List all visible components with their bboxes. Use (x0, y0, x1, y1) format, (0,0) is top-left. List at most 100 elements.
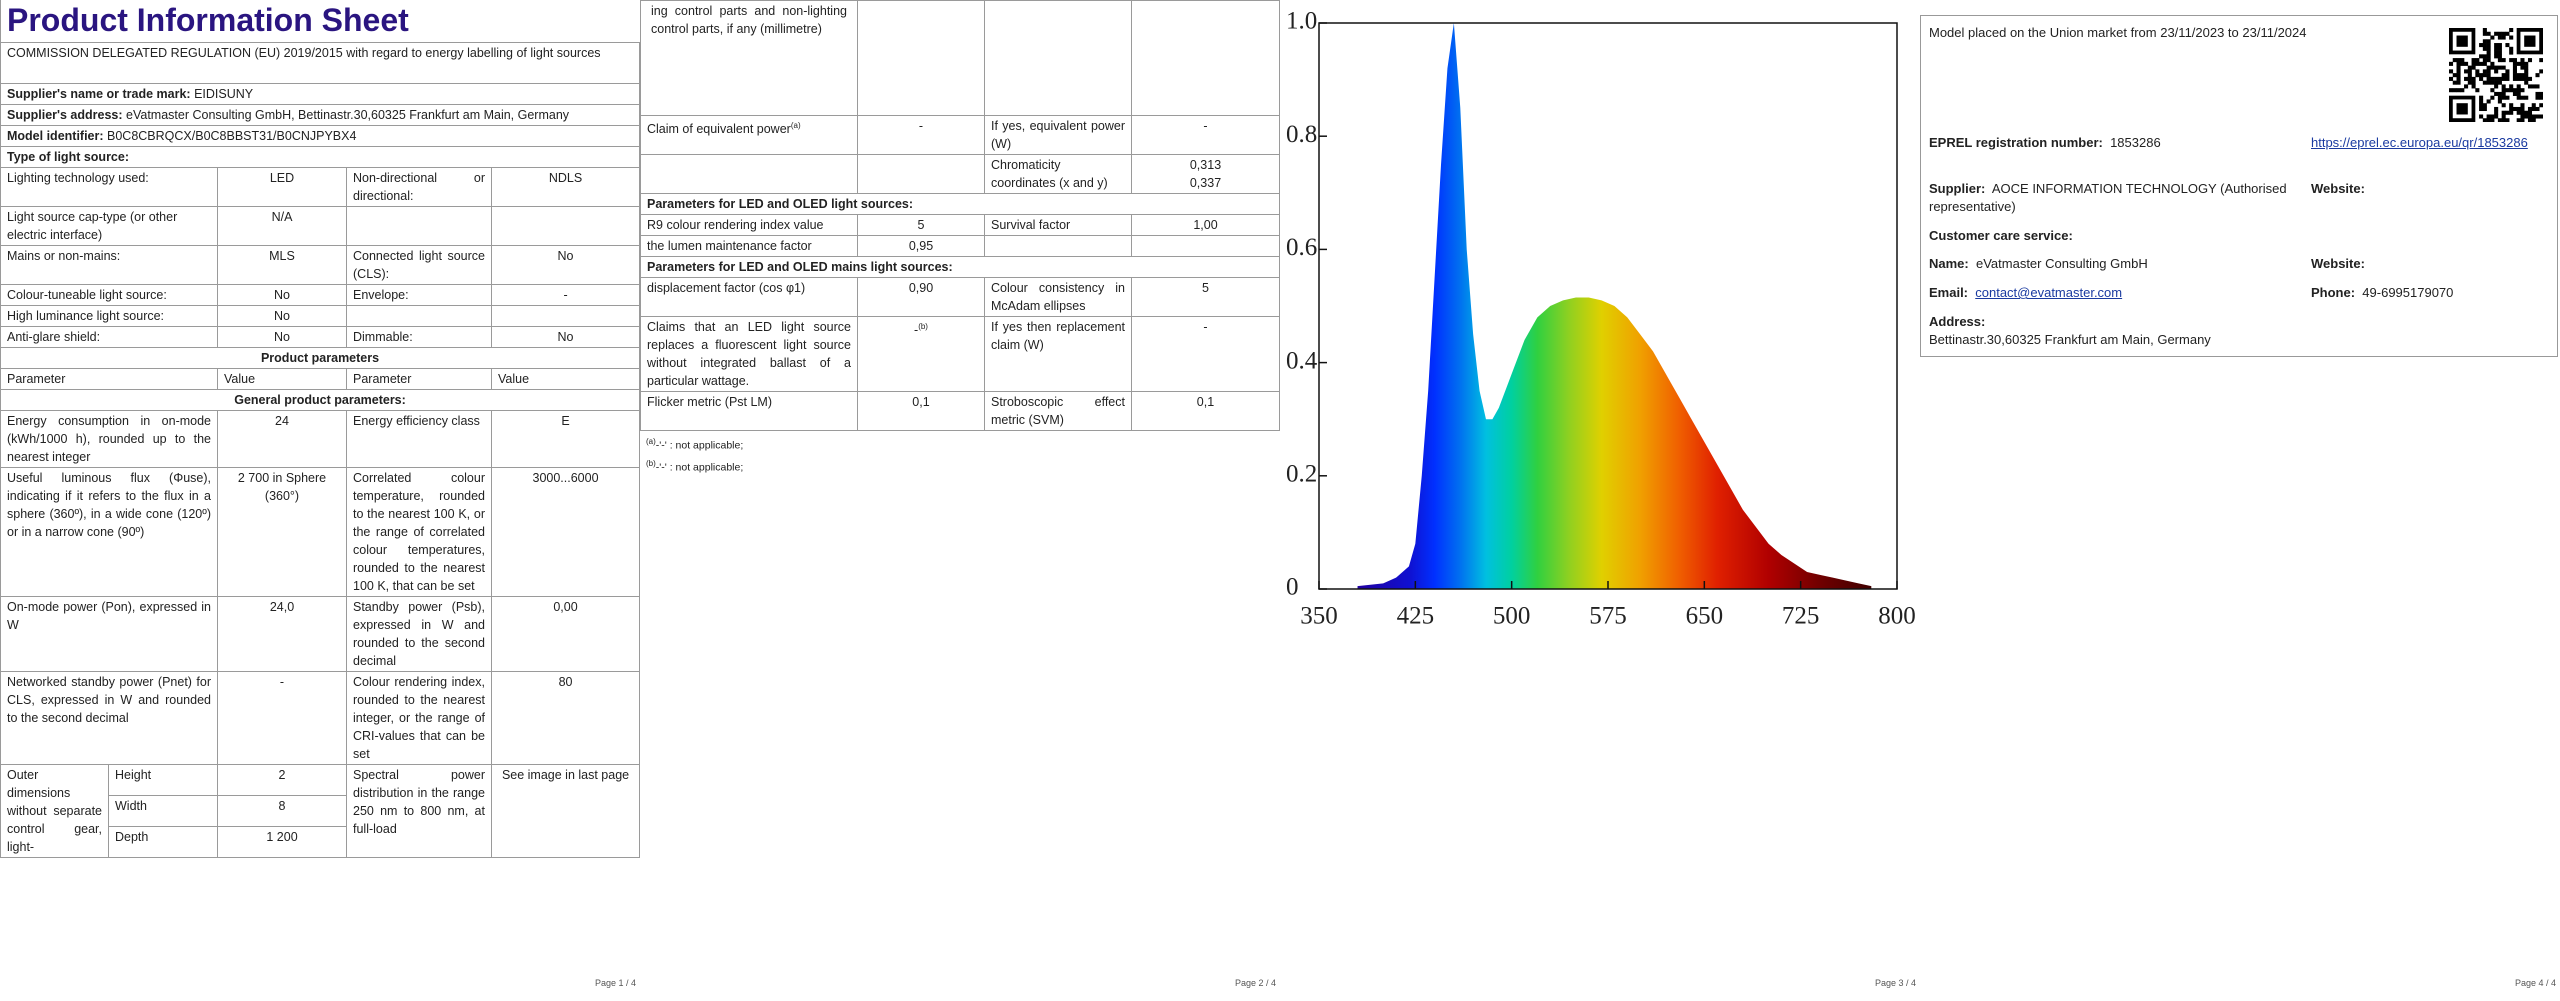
product-parameters: Product parameters (0, 347, 640, 369)
qr-module (2535, 106, 2540, 112)
flicker: Stroboscopic effect metric (SVM) (984, 391, 1132, 431)
rows: Height (108, 764, 218, 796)
qr-module (2490, 88, 2495, 93)
type-rows: N/A (217, 206, 347, 246)
qr-module (2460, 58, 2465, 63)
y: 0,337 (1189, 176, 1222, 190)
qr-module (2486, 73, 2491, 78)
value: - (914, 323, 919, 338)
qr-module (2490, 95, 2495, 100)
label: Supplier: (1929, 181, 1986, 196)
mains-rows: Colour consistency in McAdam ellipses (984, 277, 1132, 317)
qr-module (2520, 95, 2525, 100)
value: 1853286 (2110, 135, 2161, 150)
page-content: Product Information Sheet COMMISSION DEL… (0, 0, 640, 974)
div-element: (b)-'-' : not applicable; (646, 455, 1274, 477)
type-rows: No (490, 326, 640, 348)
qr-module (2531, 106, 2536, 112)
x-tick-label: 350 (1300, 603, 1338, 630)
qr-module (2501, 65, 2506, 70)
qr-module (2516, 118, 2521, 122)
qr-module (2520, 118, 2525, 122)
tr-element: Width 8 (1, 795, 640, 827)
qr-module (2486, 76, 2491, 81)
label: Address: (1929, 314, 1986, 329)
columns: Parameter (346, 368, 492, 390)
qr-module (2471, 84, 2476, 89)
qr-module (2497, 50, 2502, 55)
tr-element: Outer dimensions without separate contro… (0, 764, 640, 858)
qr-module (2501, 58, 2506, 63)
qr-module (2482, 106, 2487, 112)
value: Bettinastr.30,60325 Frankfurt am Main, G… (1929, 332, 2211, 347)
type-rows: Envelope: (346, 284, 492, 306)
email-link[interactable]: contact@evatmaster.com (1975, 285, 2123, 300)
tbody-element: ing control parts and non-lighting contr… (640, 0, 1280, 431)
qr-module (2479, 43, 2484, 48)
qr-finder (2524, 35, 2536, 47)
qr-module (2471, 76, 2476, 81)
qr-module (2501, 91, 2506, 96)
tr-element: Supplier's address: eVatmaster Consultin… (0, 104, 640, 126)
tr-element: Light source cap-type (or other electric… (0, 206, 640, 246)
div-element: Phone: 49-6995179070 (2311, 284, 2453, 302)
qr-module (2520, 88, 2525, 93)
qr-module (2486, 46, 2491, 51)
type-rows: NDLS (490, 167, 640, 207)
qr-module (2539, 95, 2543, 100)
qr-module (2464, 61, 2469, 66)
qr-module (2494, 50, 2499, 55)
qr-module (2490, 118, 2495, 122)
qr-module (2531, 84, 2536, 89)
qr-module (2524, 61, 2529, 66)
qr-module (2531, 118, 2536, 122)
customer-care: Customer care service: (1929, 228, 2073, 243)
general-rows: 24 (217, 410, 347, 468)
qr-module (2505, 76, 2510, 81)
value: eVatmaster Consulting GmbH, Bettinastr.3… (126, 108, 570, 122)
qr-module (2501, 110, 2506, 115)
qr-module (2475, 73, 2480, 78)
tr-element: Parameters for LED and OLED light source… (640, 193, 1280, 215)
qr-module (2475, 69, 2480, 74)
general-rows: 80 (490, 671, 640, 765)
qr-module (2486, 31, 2491, 36)
qr-module (2509, 88, 2514, 93)
qr-module (2452, 73, 2457, 78)
flicker: 0,1 (857, 391, 985, 431)
qr-module (2482, 58, 2487, 63)
qr-module (2516, 91, 2521, 96)
qr-module (2482, 103, 2487, 108)
tr-element: Flicker metric (Pst LM) 0,1 Stroboscopic e… (640, 391, 1280, 431)
tr-element: Chromaticity coordinates (x and y) 0,313 0… (640, 154, 1280, 194)
label: Supplier's address: (7, 108, 123, 122)
qr-module (2471, 65, 2476, 70)
type-rows: Anti-glare shield: (0, 326, 218, 348)
qr-module (2501, 35, 2506, 40)
qr-module (2535, 114, 2540, 119)
qr-module (2520, 110, 2525, 115)
x: 0,313 (1189, 158, 1222, 172)
qr-module (2535, 95, 2540, 100)
qr-module (2482, 69, 2487, 74)
qr-module (2497, 58, 2502, 63)
qr-module (2452, 80, 2457, 85)
ref: (a) (646, 437, 656, 446)
type-rows: Light source cap-type (or other electric… (0, 206, 218, 246)
qr-module (2449, 88, 2454, 93)
led-rows: Survival factor (984, 214, 1132, 236)
qr-module (2497, 80, 2502, 85)
qr-module (2501, 103, 2506, 108)
phone: 49-6995179070 (2362, 285, 2454, 300)
qr-module (2467, 76, 2472, 81)
td-element (857, 154, 985, 194)
qr-module (2486, 58, 2491, 63)
value: eVatmaster Consulting GmbH (1975, 256, 2148, 271)
qr-module (2520, 114, 2525, 119)
qr-module (2524, 95, 2529, 100)
eprel-link[interactable]: https://eprel.ec.europa.eu/qr/1853286 (2311, 135, 2528, 150)
qr-module (2467, 73, 2472, 78)
qr-module (2524, 69, 2529, 74)
general-rows: Useful luminous flux (Φuse), indicating … (0, 467, 218, 597)
x-tick-label: 500 (1493, 603, 1531, 630)
